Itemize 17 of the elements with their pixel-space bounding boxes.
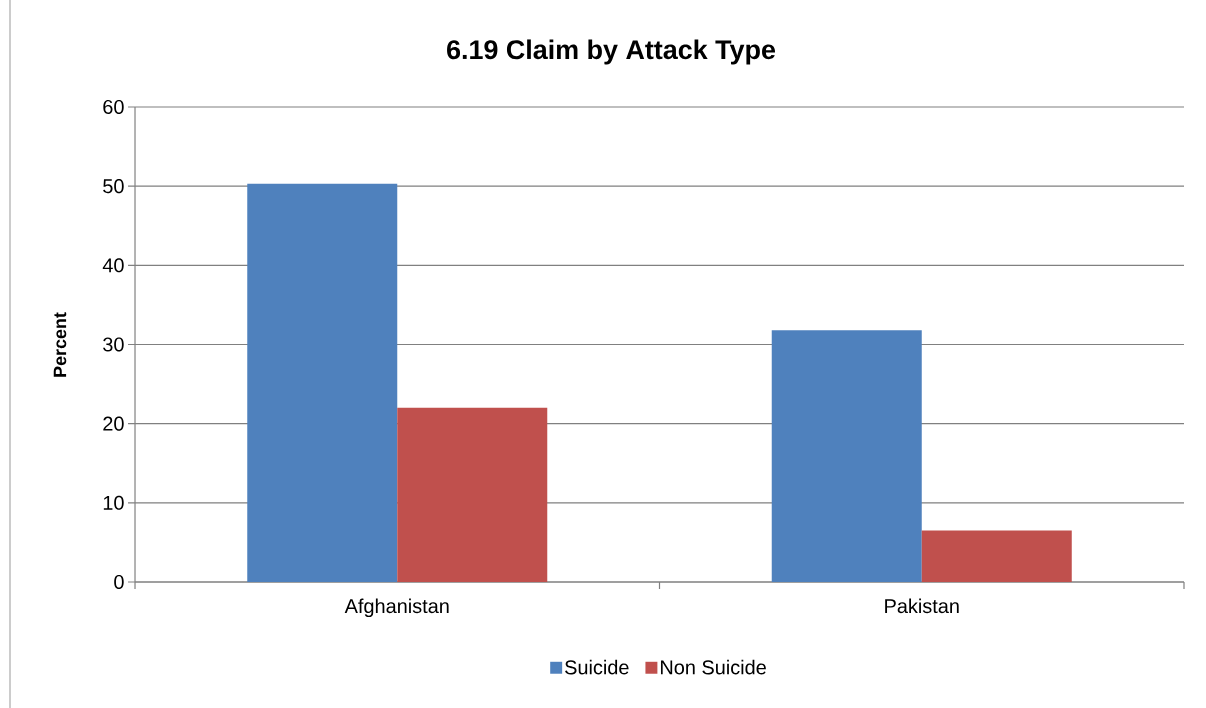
chart-title: 6.19 Claim by Attack Type	[447, 39, 776, 65]
x-tick-label: Pakistan	[885, 598, 959, 614]
y-tick-label: 60	[103, 99, 124, 115]
y-tick-label: 30	[103, 337, 124, 352]
bar	[397, 407, 548, 582]
y-tick-label: 40	[102, 258, 124, 273]
bar	[247, 183, 398, 582]
y-tick-label: 10	[103, 495, 124, 510]
legend-label: Non Suicide	[661, 659, 766, 675]
x-tick-label: Afghanistan	[344, 598, 449, 618]
y-tick-label: 50	[103, 179, 124, 194]
bar	[771, 330, 922, 582]
bar	[921, 530, 1072, 582]
y-tick-label: 20	[103, 416, 124, 431]
y-axis-title: Percent	[53, 312, 67, 377]
y-tick-label: 0	[114, 574, 124, 590]
legend-label: Suicide	[565, 659, 629, 675]
